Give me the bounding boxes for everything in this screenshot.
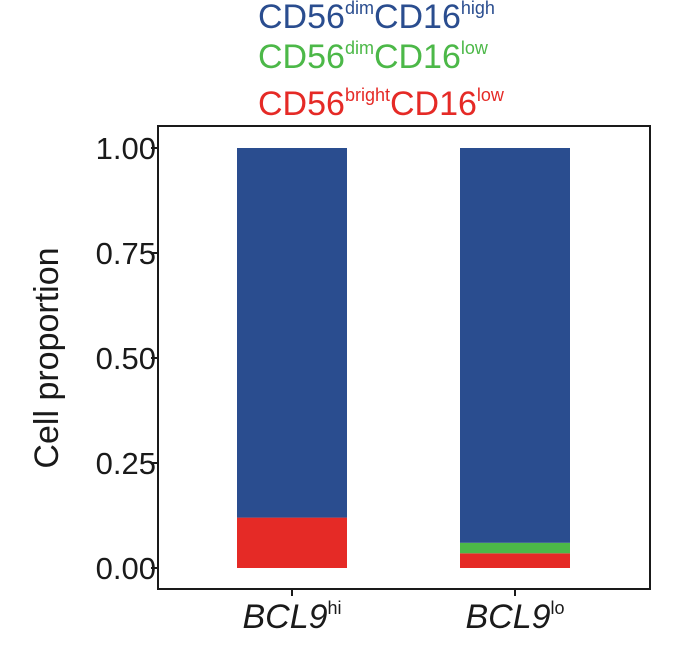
- y-tick-label: 0.00: [96, 551, 156, 586]
- x-tick-label-main: BCL9: [242, 598, 328, 636]
- y-tick-label: 0.75: [96, 236, 156, 271]
- y-axis-label: Cell proportion: [28, 247, 66, 468]
- x-tick-label-sup: lo: [550, 598, 565, 618]
- bar-segment-lo-dim-low: [460, 542, 570, 554]
- legend-label-sup: dim: [344, 38, 374, 58]
- bar-segment-lo-bright-low: [460, 553, 570, 568]
- legend-label-sup: bright: [344, 85, 390, 105]
- legend-label-sup: dim: [344, 0, 374, 18]
- x-tick-label-sup: hi: [327, 598, 342, 618]
- x-tick-label-bcl9-hi: BCL9hi: [242, 598, 341, 637]
- y-tick-label: 1.00: [96, 131, 156, 166]
- legend-entry-cd56dim-cd16high: CD56dimCD16high: [258, 0, 495, 34]
- bar-stacks: [237, 148, 570, 568]
- y-axis: 0.00 0.25 0.50 0.75 1.00: [96, 131, 158, 586]
- x-tick-label-main: BCL9: [465, 598, 551, 636]
- bar-segment-hi-bright-low: [237, 517, 347, 568]
- legend-label-mid: CD16: [373, 0, 461, 36]
- legend-entry-cd56bright-cd16low: CD56brightCD16low: [258, 85, 504, 123]
- x-tick-label-bcl9-lo: BCL9lo: [465, 598, 564, 637]
- legend-label-sup: low: [460, 38, 488, 58]
- x-axis: [291, 589, 516, 596]
- legend-label-mid: CD16: [373, 38, 461, 76]
- legend-label-main: CD56: [258, 0, 345, 36]
- y-tick-label: 0.25: [96, 446, 156, 481]
- legend-label-mid: CD16: [389, 85, 477, 123]
- legend-entry-cd56dim-cd16low: CD56dimCD16low: [258, 38, 488, 76]
- legend-label-main: CD56: [258, 85, 345, 123]
- legend-label-sup: high: [460, 0, 495, 18]
- legend-label-main: CD56: [258, 38, 345, 76]
- bar-segment-lo-dim-high: [460, 148, 570, 543]
- plot-frame: [157, 125, 651, 590]
- bar-segment-hi-dim-high: [237, 148, 347, 518]
- y-tick-label: 0.50: [96, 341, 156, 376]
- legend-label-sup: low: [476, 85, 504, 105]
